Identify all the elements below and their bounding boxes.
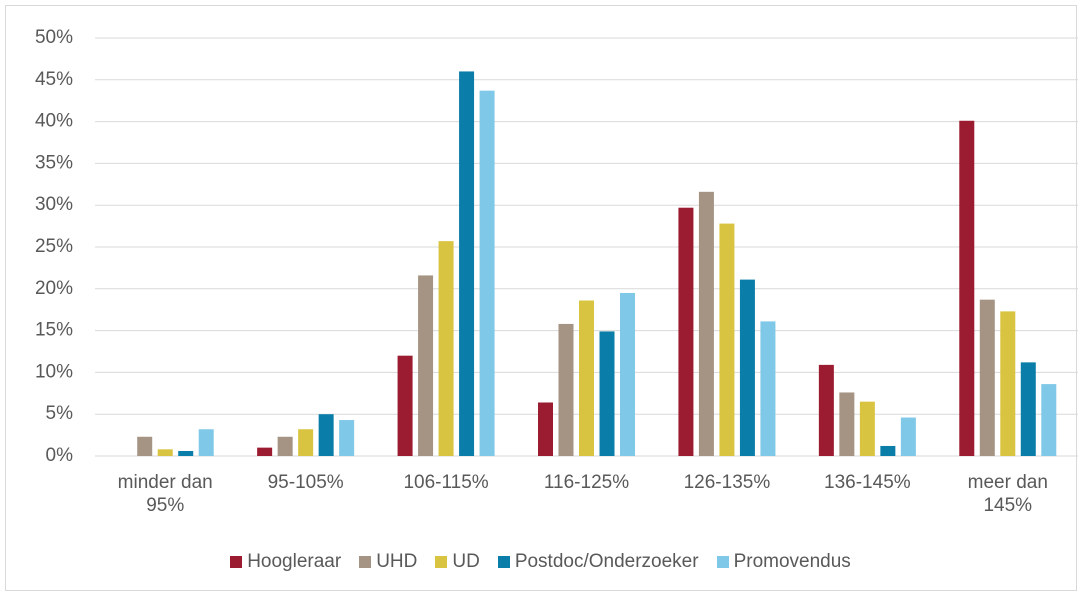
y-tick-label: 0%: [46, 445, 74, 466]
bar: [859, 401, 875, 456]
legend-label: UHD: [376, 551, 418, 572]
bar: [719, 223, 735, 456]
bar: [1041, 384, 1057, 456]
x-tick-label: meer dan 145%: [967, 472, 1048, 516]
bar: [459, 71, 475, 456]
bar: [959, 120, 975, 456]
bar: [538, 402, 553, 456]
y-tick-label: 45%: [35, 69, 73, 90]
legend-label: UD: [452, 551, 480, 572]
bar: [880, 445, 896, 456]
bar: [397, 355, 413, 456]
legend-item: Promovendus: [716, 551, 851, 573]
bar: [620, 292, 635, 456]
y-tick-label: 10%: [35, 361, 73, 382]
y-tick-label: 20%: [35, 278, 73, 299]
y-tick-label: 35%: [35, 152, 73, 173]
legend-swatch: [359, 556, 372, 568]
legend-swatch: [716, 556, 729, 568]
y-tick-label: 30%: [35, 194, 73, 215]
bar: [178, 450, 194, 456]
bar: [678, 207, 694, 456]
bar: [558, 323, 574, 456]
bar: [137, 436, 153, 456]
legend: Hoogleraar UHD UD Postdoc/Onderzoeker Promov…: [0, 551, 1081, 573]
bar: [599, 331, 615, 456]
y-tick-label: 15%: [35, 320, 73, 341]
legend-item: UHD: [359, 551, 417, 573]
legend-item: UD: [435, 551, 480, 573]
x-tick-label: minder dan 95%: [117, 472, 213, 516]
x-tick-label: 116-125%: [543, 472, 630, 493]
x-tick-label: 136-145%: [824, 472, 911, 493]
bar: [198, 429, 214, 456]
legend-item: Hoogleraar: [230, 551, 341, 573]
x-tick-label: 95-105%: [267, 472, 344, 493]
legend-label: Postdoc/Onderzoeker: [514, 551, 699, 572]
bar: [298, 429, 314, 456]
bar: [257, 447, 273, 456]
y-tick-label: 25%: [35, 236, 73, 257]
bar: [479, 90, 495, 456]
y-tick-label: 5%: [46, 403, 74, 424]
bar: [157, 449, 173, 456]
bar: [739, 279, 755, 456]
legend-swatch: [230, 556, 243, 568]
bar: [900, 417, 916, 456]
bar: [979, 299, 995, 456]
bar: [818, 364, 834, 456]
bar: [579, 300, 594, 456]
legend-swatch: [497, 556, 510, 568]
bar: [839, 392, 855, 456]
bar: [438, 241, 454, 456]
bar: [418, 275, 434, 456]
y-tick-label: 40%: [35, 111, 73, 132]
bar: [339, 420, 355, 456]
bar: [277, 436, 293, 456]
chart-frame: [5, 5, 1077, 591]
y-tick-label: 50%: [35, 27, 73, 48]
x-tick-label: 126-135%: [683, 472, 771, 493]
legend-label: Promovendus: [733, 551, 851, 572]
legend-swatch: [435, 556, 448, 568]
bar: [1000, 311, 1016, 456]
legend-item: Postdoc/Onderzoeker: [497, 551, 699, 573]
bar: [1020, 362, 1036, 456]
bar: [760, 321, 776, 456]
x-tick-label: 106-115%: [403, 472, 489, 493]
legend-label: Hoogleraar: [247, 551, 342, 572]
bar: [318, 414, 334, 456]
bar: [698, 191, 714, 456]
